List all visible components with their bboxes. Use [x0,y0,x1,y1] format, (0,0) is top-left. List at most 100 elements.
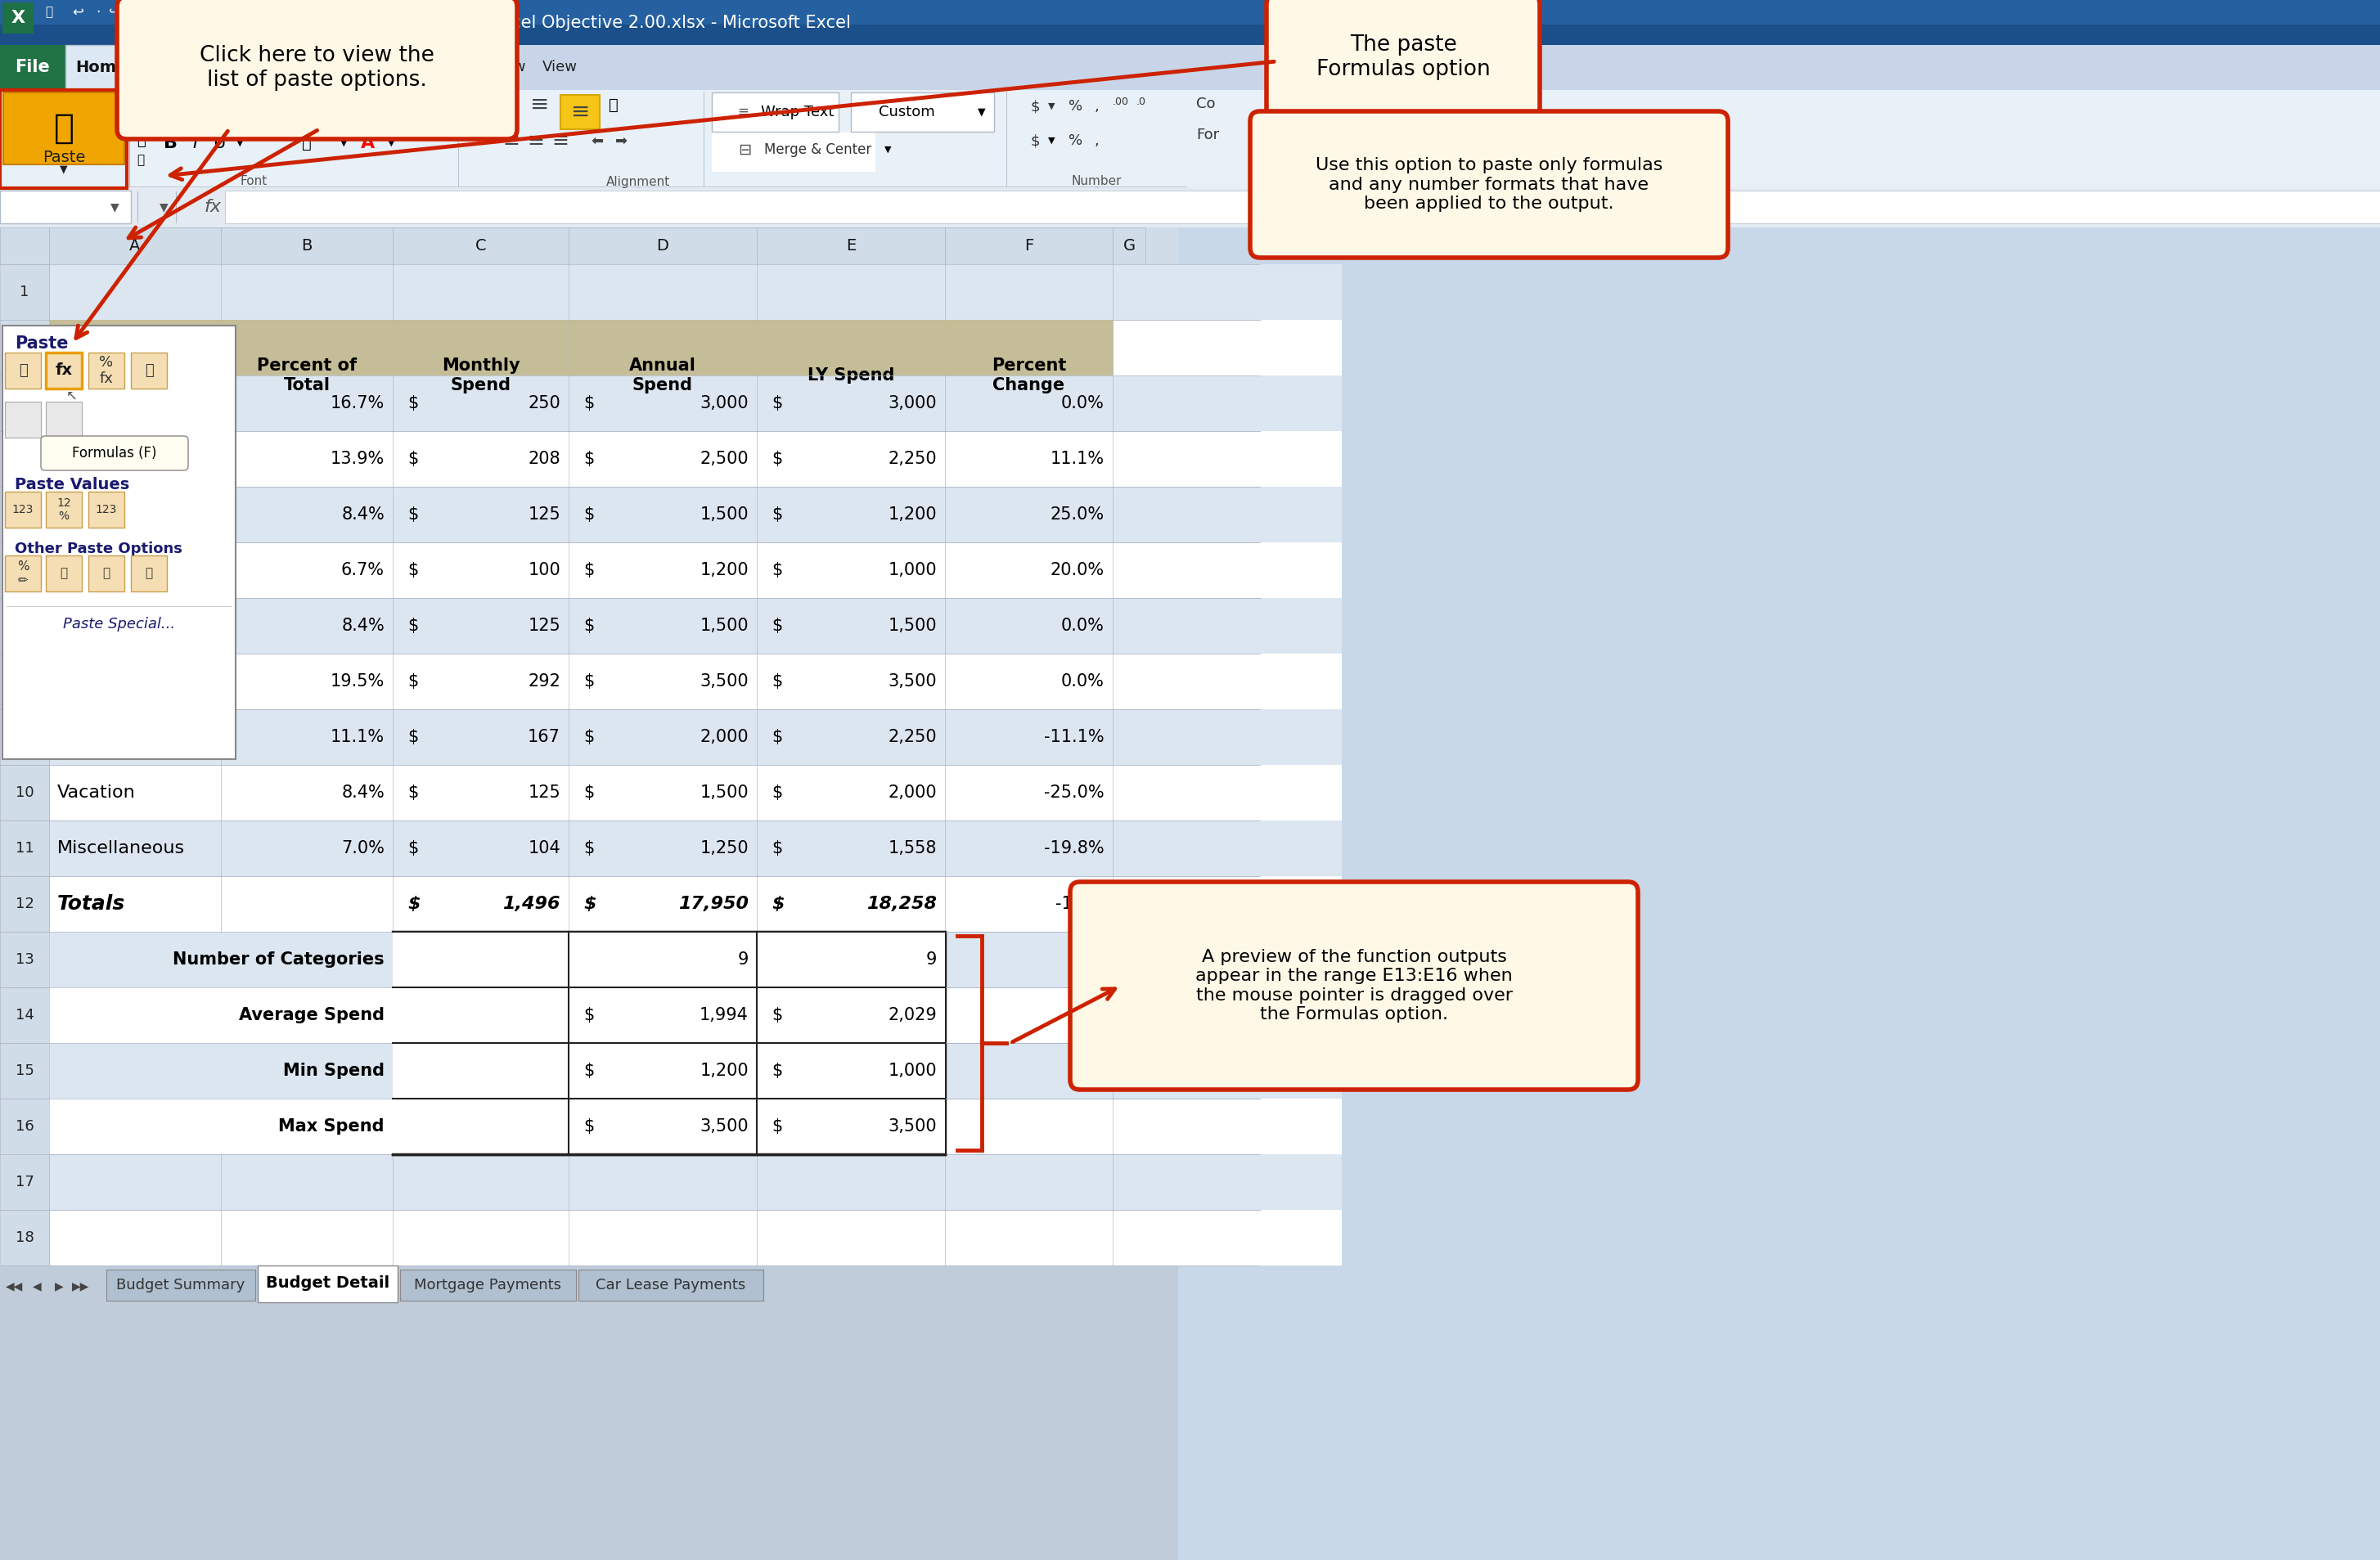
Text: 🖨: 🖨 [174,6,183,19]
Bar [50,931,1342,987]
Bar [164,92,416,133]
Bar [50,987,1342,1044]
Text: X: X [12,9,26,27]
Text: 13.9%: 13.9% [331,451,386,466]
Bar [0,264,50,320]
Bar [131,555,167,591]
Text: ▼: ▼ [885,145,890,154]
Text: fx: fx [55,363,71,379]
Text: 5: 5 [19,507,29,523]
Text: 3: 3 [19,396,29,410]
Text: 9: 9 [19,730,29,744]
Bar [50,821,1342,877]
Text: $: $ [407,562,419,579]
Text: 125: 125 [528,507,559,523]
Bar [0,228,1342,264]
Text: Data: Data [426,59,459,75]
Bar [50,376,1342,431]
Text: Min Spend: Min Spend [283,1062,386,1080]
Text: ⊟: ⊟ [738,142,752,158]
Text: -11.1%: -11.1% [1045,729,1104,746]
Bar [221,228,393,264]
Text: 1,496: 1,496 [502,895,559,913]
Bar [50,1098,393,1154]
Text: $: $ [407,395,419,412]
Bar [0,431,50,487]
Text: 1,500: 1,500 [700,618,750,633]
Bar [50,597,1342,654]
Text: 6: 6 [19,563,29,577]
Text: 5: 5 [19,507,29,523]
Text: 💾: 💾 [45,6,52,19]
Text: 123: 123 [95,504,117,515]
Text: ,: , [1095,133,1100,148]
Text: 11.1%: 11.1% [1050,451,1104,466]
Bar [0,431,50,487]
Text: .0: .0 [1135,97,1147,106]
Text: Excel Objective 2.00.xlsx - Microsoft Excel: Excel Objective 2.00.xlsx - Microsoft Ex… [490,14,850,31]
Text: $: $ [771,1119,783,1134]
Text: Wrap Text: Wrap Text [762,105,835,120]
Bar [0,821,50,877]
Text: 12: 12 [14,897,33,911]
Text: 2,000: 2,000 [700,729,750,746]
Text: 20.0%: 20.0% [1050,562,1104,579]
Bar [0,987,50,1044]
Bar [50,877,1342,931]
Bar [2,3,33,33]
Text: 125: 125 [528,618,559,633]
Text: ≡: ≡ [502,131,519,150]
Bar [0,821,50,877]
Text: Percent of
Total: Percent of Total [257,357,357,393]
Text: $: $ [771,562,783,579]
Text: ▶: ▶ [55,1281,64,1292]
Text: $: $ [583,1008,595,1023]
Text: LY Spend: LY Spend [807,367,895,384]
Text: 1,558: 1,558 [888,841,938,856]
Text: Formulas: Formulas [338,59,407,75]
Bar [50,987,393,1044]
Bar [50,931,393,987]
Text: 3,000: 3,000 [700,395,750,412]
Text: %: % [1069,133,1083,148]
Text: 250: 250 [528,395,559,412]
Text: A: A [129,239,140,254]
Text: 🖼: 🖼 [102,568,109,580]
Text: fx: fx [205,198,221,215]
Text: A: A [409,94,426,115]
Text: 18: 18 [14,1231,33,1245]
Text: 4: 4 [19,451,29,466]
Bar [852,92,995,131]
Text: Budget Summary: Budget Summary [117,1278,245,1293]
Text: ➡: ➡ [616,133,628,148]
Text: $: $ [407,895,421,913]
Text: ▼: ▼ [1047,137,1054,145]
Text: ≡: ≡ [552,131,569,150]
Text: ▼: ▼ [390,109,395,117]
Bar [50,543,1342,597]
Text: 15: 15 [14,1064,33,1078]
Bar [0,1044,50,1098]
Text: 3,000: 3,000 [888,395,938,412]
Text: 11: 11 [362,105,383,120]
Bar [0,931,50,987]
Bar [5,401,40,438]
Text: $: $ [1031,133,1040,148]
Text: 11: 11 [14,841,33,856]
Bar [0,376,50,431]
Text: 12
%: 12 % [57,498,71,523]
Bar [88,353,124,388]
Text: 9: 9 [926,952,938,967]
Text: F: F [1023,239,1033,254]
Text: ·: · [95,5,100,20]
Text: Miscellaneous: Miscellaneous [57,841,186,856]
Bar [0,1098,50,1154]
Text: 3,500: 3,500 [888,674,938,690]
Text: Merge & Center: Merge & Center [764,142,871,158]
Bar [0,320,50,376]
Bar [50,710,1342,764]
Text: C: C [476,239,486,254]
Bar [0,987,50,1044]
Bar [88,555,124,591]
Text: 📋: 📋 [136,133,145,148]
